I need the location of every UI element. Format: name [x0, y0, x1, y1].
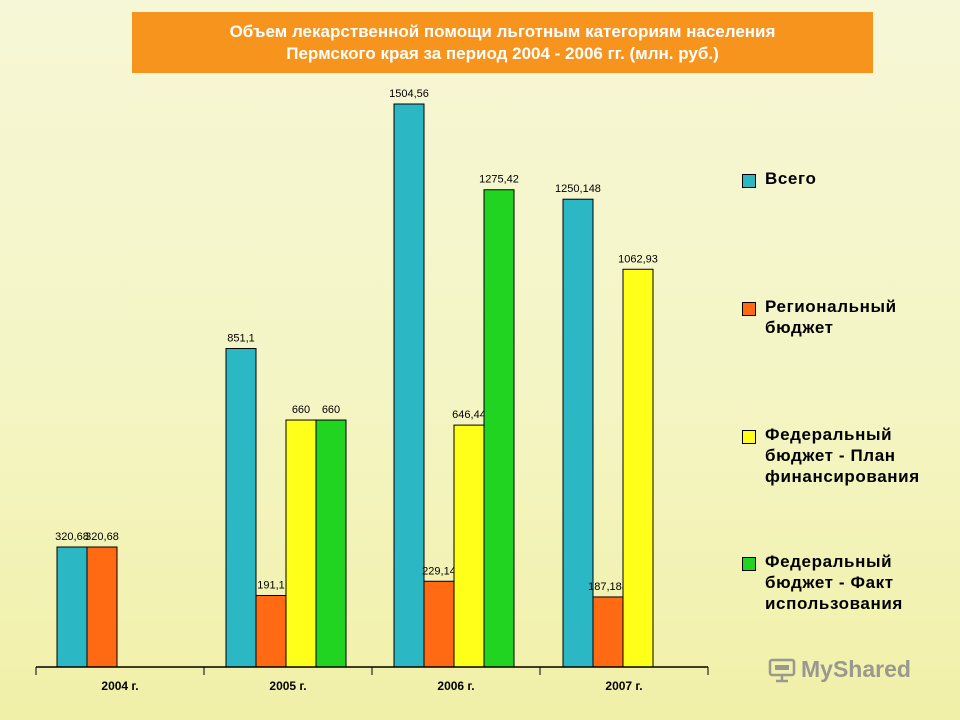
- legend-label-fed-fact: Федеральный бюджет - Факт использования: [765, 552, 903, 613]
- legend-swatch-fed-plan: [742, 430, 756, 444]
- legend-swatch-fed-fact: [742, 557, 756, 571]
- data-label-fed-plan-2005: 660: [292, 404, 310, 416]
- bar-fed-fact-2006: [483, 189, 515, 668]
- data-label-fed-fact-2006: 1275,42: [479, 174, 519, 186]
- data-label-fed-plan-2006: 646,44: [452, 409, 486, 421]
- chart-title-line2: Пермского края за период 2004 - 2006 гг.…: [286, 43, 719, 63]
- x-tick-label-2006: 2006 г.: [437, 679, 474, 693]
- legend-item-fed-fact: Федеральный бюджет - Факт использования: [742, 551, 903, 614]
- bar-regional-2005: [255, 594, 287, 668]
- watermark-text: MyShared: [801, 656, 911, 682]
- data-label-vsego-2006: 1504,56: [389, 88, 429, 100]
- legend-label-fed-plan: Федеральный бюджет - План финансирования: [765, 425, 920, 486]
- data-label-vsego-2007: 1250,148: [555, 183, 601, 195]
- legend-item-vsego: Всего: [742, 168, 816, 189]
- data-label-fed-plan-2007: 1062,93: [618, 253, 658, 265]
- data-label-regional-2004: 320,68: [85, 531, 119, 543]
- watermark: MyShared: [768, 656, 911, 683]
- legend-item-regional: Региональный бюджет: [742, 296, 897, 338]
- legend-swatch-regional: [742, 302, 756, 316]
- bar-regional-2006: [423, 580, 455, 668]
- chart-title-line1: Объем лекарственной помощи льготным кате…: [229, 21, 776, 41]
- x-tick-label-2007: 2007 г.: [605, 679, 642, 693]
- bar-fed-plan-2006: [453, 424, 485, 668]
- legend-label-regional: Региональный бюджет: [765, 297, 897, 337]
- data-label-regional-2006: 229,14: [422, 565, 456, 577]
- presentation-icon: [768, 658, 796, 682]
- bar-vsego-2005: [225, 348, 257, 668]
- legend-label-vsego: Всего: [765, 169, 817, 188]
- bar-regional-2007: [592, 596, 624, 668]
- bar-vsego-2004: [56, 546, 88, 668]
- legend-item-fed-plan: Федеральный бюджет - План финансирования: [742, 424, 920, 487]
- chart-title: Объем лекарственной помощи льготным кате…: [132, 12, 873, 73]
- bar-vsego-2006: [393, 103, 425, 668]
- bar-fed-plan-2005: [285, 419, 317, 668]
- data-label-fed-fact-2005: 660: [322, 404, 340, 416]
- bar-fed-fact-2005: [315, 419, 347, 668]
- bar-regional-2004: [86, 546, 118, 668]
- bar-fed-plan-2007: [622, 268, 654, 668]
- data-label-regional-2005: 191,1: [257, 579, 285, 591]
- bar-vsego-2007: [562, 198, 594, 668]
- legend-swatch-vsego: [742, 174, 756, 188]
- data-label-regional-2007: 187,188: [588, 581, 628, 593]
- x-tick-label-2004: 2004 г.: [101, 679, 138, 693]
- data-label-vsego-2005: 851,1: [227, 333, 255, 345]
- data-label-vsego-2004: 320,68: [55, 531, 89, 543]
- x-tick-label-2005: 2005 г.: [269, 679, 306, 693]
